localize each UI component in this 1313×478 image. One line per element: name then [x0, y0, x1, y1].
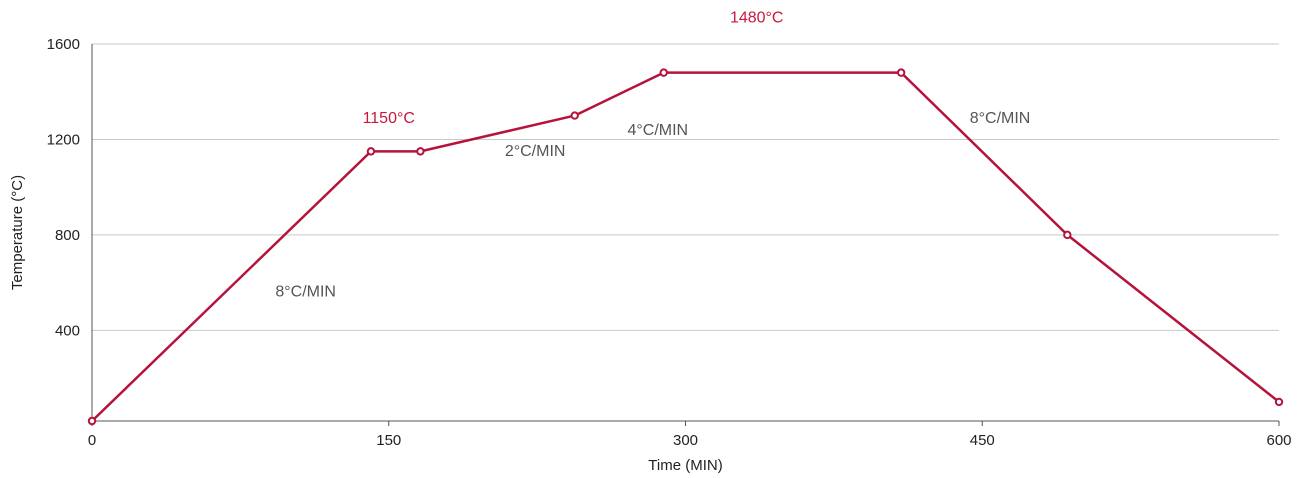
y-tick-labels: 400 800 1200 1600 — [47, 36, 80, 339]
rate-annotation: 2°C/MIN — [505, 143, 566, 160]
x-tick-label: 300 — [673, 432, 698, 449]
axes — [91, 44, 1279, 422]
y-tick-label: 1200 — [47, 131, 80, 148]
series-group — [87, 68, 1284, 426]
grid-lines — [92, 43, 1279, 331]
data-point — [87, 416, 97, 426]
x-tick-label: 150 — [376, 432, 401, 449]
x-tick-label: 0 — [88, 432, 96, 449]
temperature-annotation: 1150°C — [363, 110, 415, 127]
rate-annotation: 8°C/MIN — [970, 110, 1031, 127]
data-point — [1063, 230, 1072, 240]
data-point — [570, 111, 579, 120]
data-point — [416, 147, 425, 156]
data-point — [366, 147, 376, 156]
data-point — [1274, 397, 1284, 407]
x-axis-title: Time (MIN) — [648, 457, 722, 474]
y-axis-title: Temperature (°C) — [9, 175, 26, 290]
data-point — [896, 68, 906, 77]
x-tick-label: 450 — [970, 432, 995, 449]
temperature-annotation: 1480°C — [730, 10, 784, 27]
annotations: 1150°C 1480°C 8°C/MIN 2°C/MIN 4°C/MIN 8°C/MIN — [275, 10, 1030, 301]
y-tick-label: 800 — [55, 227, 80, 244]
rate-annotation: 4°C/MIN — [627, 122, 688, 139]
rate-annotation: 8°C/MIN — [275, 283, 336, 300]
x-tick-label: 600 — [1266, 432, 1291, 449]
y-tick-label: 1600 — [47, 36, 80, 53]
series-line — [91, 71, 1280, 422]
y-tick-label: 400 — [55, 322, 80, 339]
data-point — [659, 68, 668, 77]
x-tick-labels: 0 150 300 450 600 — [88, 421, 1292, 449]
